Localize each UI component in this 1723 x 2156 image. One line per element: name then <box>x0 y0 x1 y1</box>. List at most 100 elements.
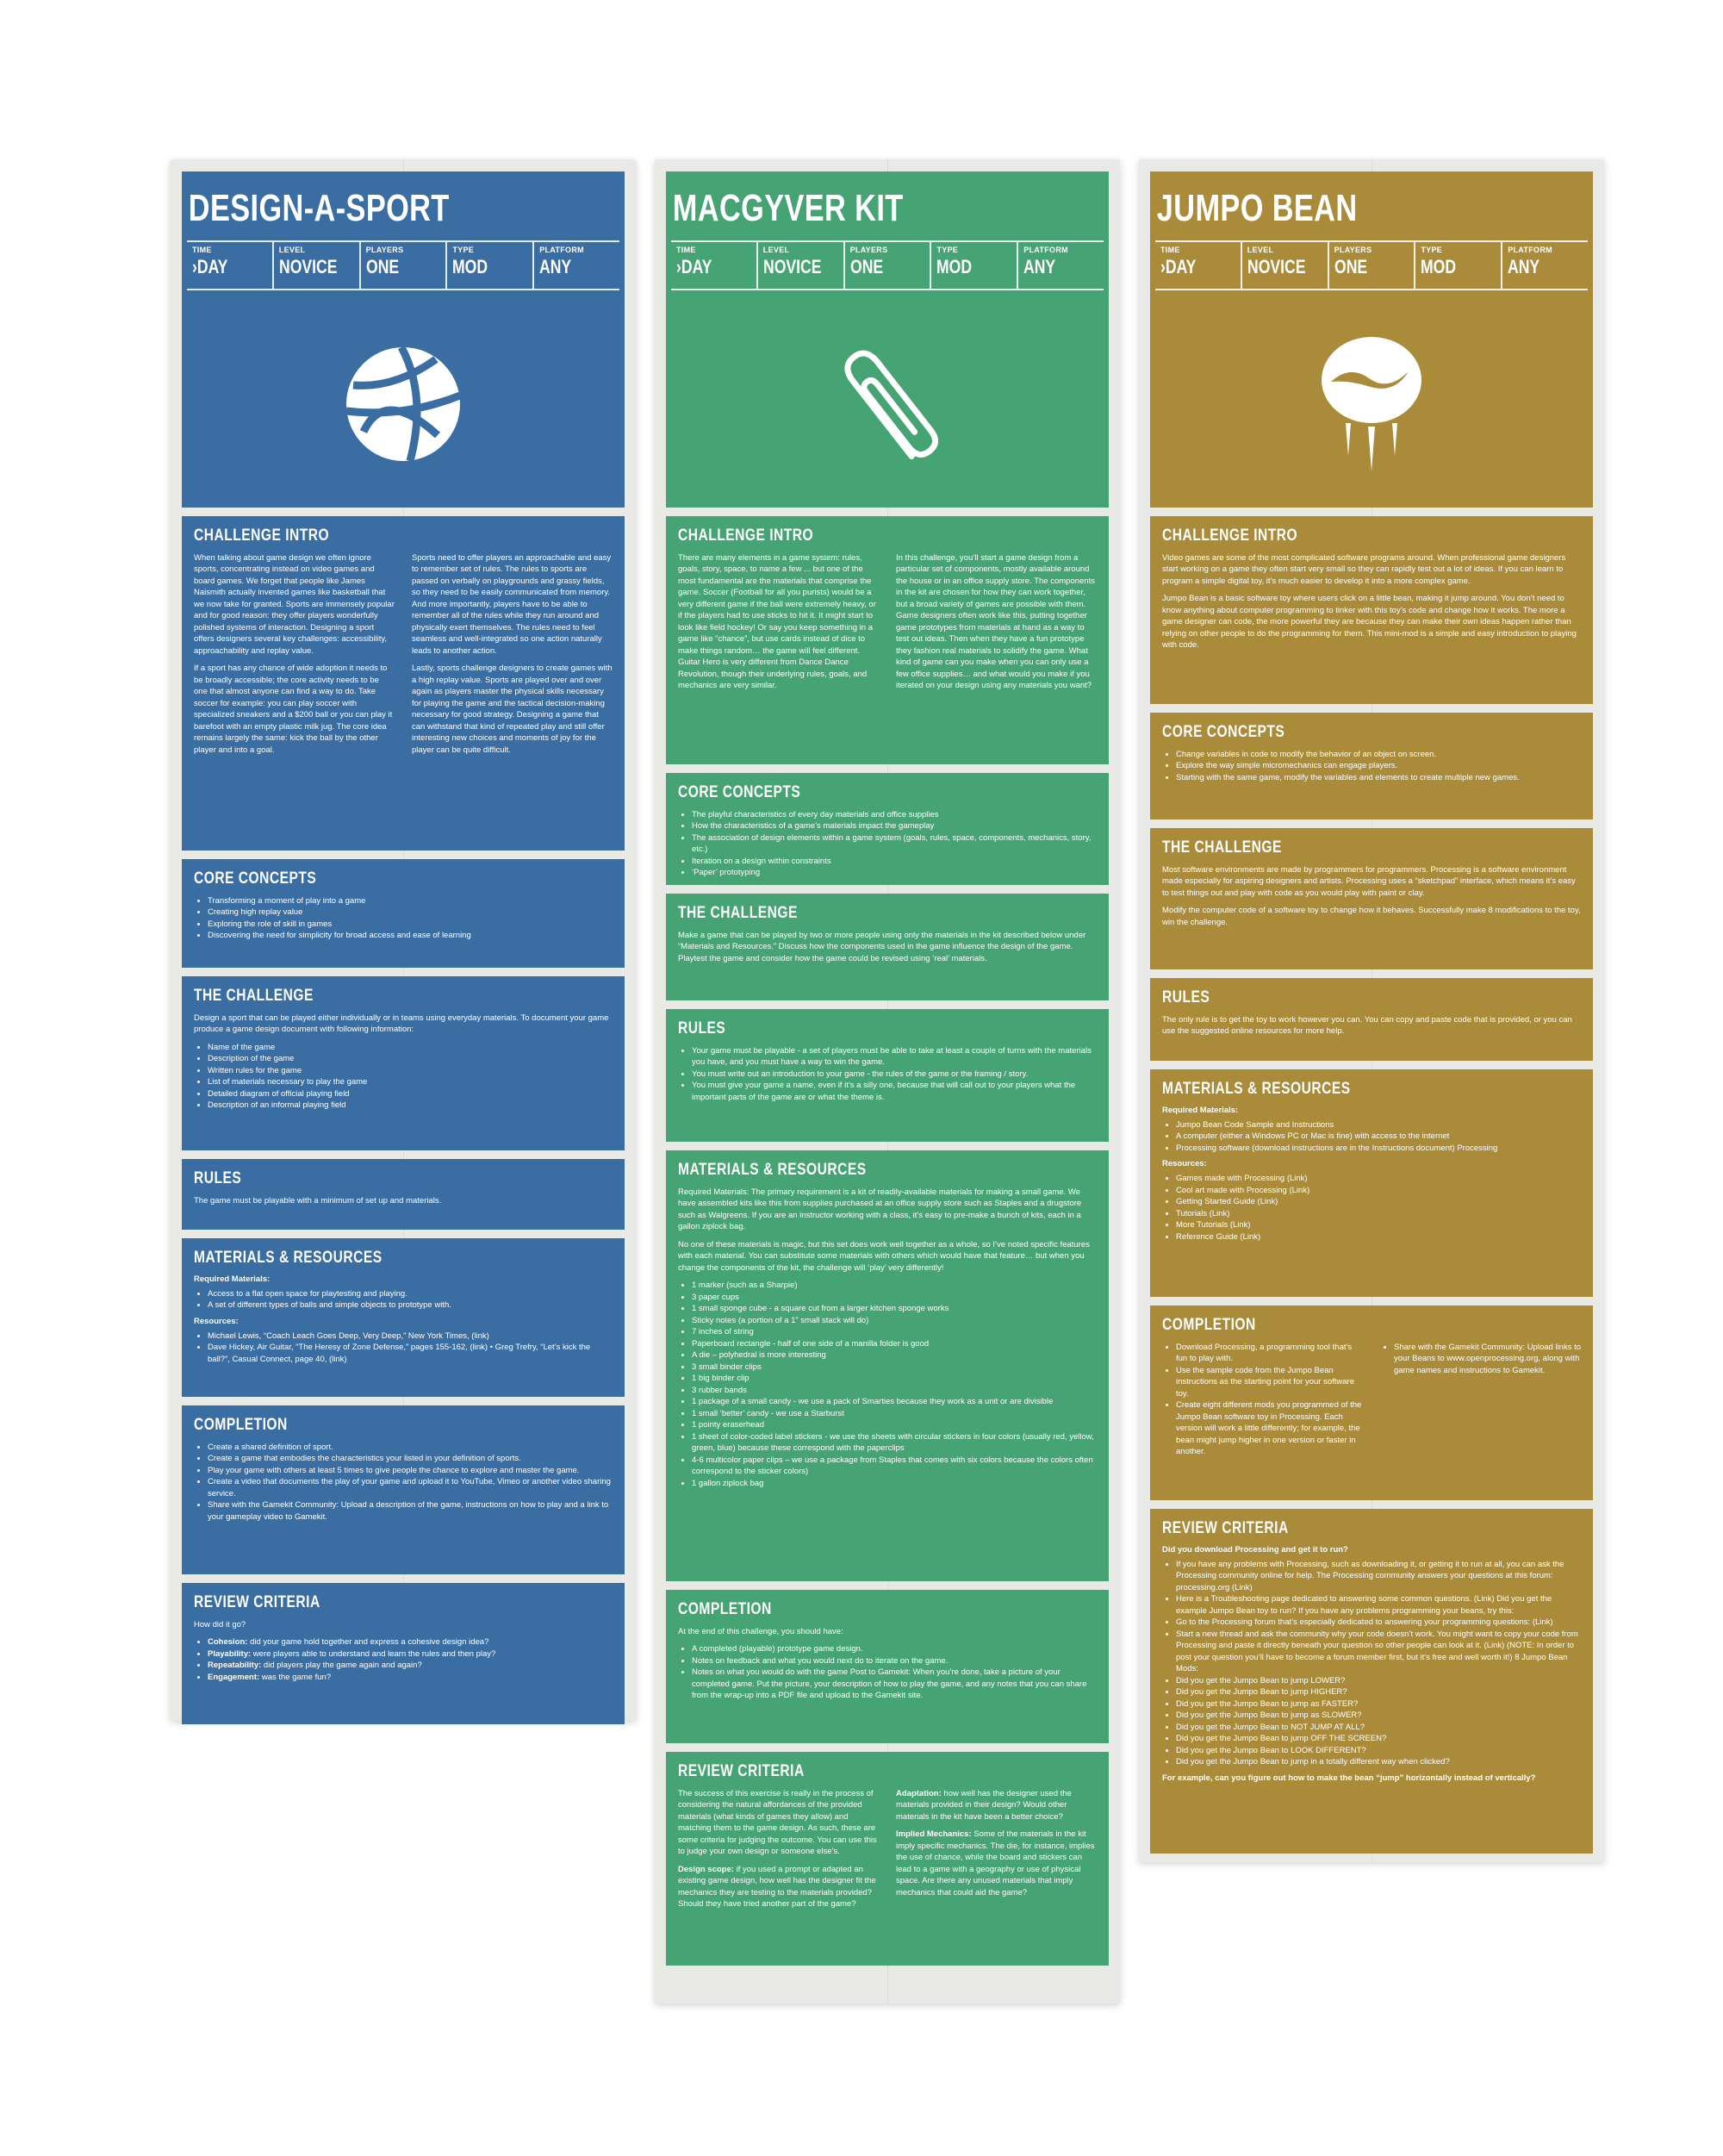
list-item: Discovering the need for simplicity for … <box>208 930 613 941</box>
meta-value: ONE <box>1334 256 1367 277</box>
completion-text: At the end of this challenge, you should… <box>678 1627 843 1636</box>
list-item: Explore the way simple micromechanics ca… <box>1176 760 1581 771</box>
list-item: Notes on feedback and what you would nex… <box>692 1655 1097 1667</box>
poster-header: JUMPO BEAN TIME ›DAY LEVEL NOVICE PLAYERS O… <box>1150 171 1593 508</box>
list-item: 1 small sponge cube - a square cut from … <box>692 1303 1097 1314</box>
list-item: 1 sheet of color-coded label stickers - … <box>692 1431 1097 1455</box>
list-item: 3 small binder clips <box>692 1362 1097 1373</box>
list-item: The association of design elements withi… <box>692 832 1097 856</box>
list-item: 1 pointy eraserhead <box>692 1419 1097 1430</box>
list-item: You must write out an introduction to yo… <box>692 1069 1097 1080</box>
list-item: Create a video that documents the play o… <box>208 1476 613 1499</box>
section-title: RULES <box>678 1019 726 1037</box>
meta-value: NOVICE <box>278 256 338 277</box>
section-title: REVIEW CRITERIA <box>678 1762 805 1780</box>
meta-value: ›DAY <box>676 256 712 277</box>
list-item: Dave Hickey, Air Guitar, “The Heresy of … <box>208 1342 613 1365</box>
list-item: Written rules for the game <box>208 1065 613 1076</box>
poster-title: DESIGN-A-SPORT <box>188 187 450 229</box>
list-item: Playability: were players able to unders… <box>208 1648 613 1660</box>
meta-value: NOVICE <box>1247 256 1306 277</box>
list-item: The playful characteristics of every day… <box>692 809 1097 820</box>
list-item: Access to a flat open space for playtest… <box>208 1288 613 1299</box>
intro-paragraph: If a sport has any chance of wide adopti… <box>194 664 393 755</box>
list-item: Jumpo Bean Code Sample and Instructions <box>1176 1119 1581 1131</box>
section-title: COMPLETION <box>1162 1316 1256 1334</box>
list-item: 1 marker (such as a Sharpie) <box>692 1280 1097 1291</box>
list-item: Tutorials (Link) <box>1176 1208 1581 1219</box>
poster-header: MACGYVER KIT TIME ›DAY LEVEL NOVICE PLAYER… <box>666 171 1109 508</box>
resources-label: Resources: <box>194 1316 239 1326</box>
intro-paragraph: When talking about game design we often … <box>194 553 395 656</box>
section-title: RULES <box>1162 988 1210 1006</box>
list-item: Play your game with others at least 5 ti… <box>208 1465 613 1476</box>
list-item: Paperboard rectangle - half of one side … <box>692 1338 1097 1349</box>
meta-label: PLAYERS <box>365 246 404 254</box>
meta-label: TYPE <box>936 246 959 254</box>
list-item: List of materials necessary to play the … <box>208 1076 613 1087</box>
section-title: RULES <box>194 1169 242 1187</box>
section-completion: COMPLETION At the end of this challenge,… <box>666 1590 1109 1743</box>
intro-paragraph: Video games are some of the most complic… <box>1162 553 1566 586</box>
section-title: CORE CONCEPTS <box>1162 723 1285 741</box>
list-item: Description of an informal playing field <box>208 1100 613 1111</box>
meta-value: ONE <box>365 256 399 277</box>
section-core-concepts: CORE CONCEPTS Change variables in code t… <box>1150 713 1593 819</box>
list-item: 7 inches of string <box>692 1326 1097 1337</box>
meta-label: TYPE <box>1421 246 1443 254</box>
meta-value: MOD <box>452 256 488 277</box>
poster-jumpo-bean: JUMPO BEAN TIME ›DAY LEVEL NOVICE PLAYERS O… <box>1139 159 1604 1862</box>
section-challenge-intro: CHALLENGE INTRO When talking about game … <box>182 516 625 851</box>
list-item: Share with the Gamekit Community: Upload… <box>1394 1342 1581 1376</box>
section-completion: COMPLETION Create a shared definition of… <box>182 1405 625 1574</box>
list-item: How the characteristics of a game’s mate… <box>692 820 1097 832</box>
challenge-text: Most software environments are made by p… <box>1162 865 1576 898</box>
list-item: Iteration on a design within constraints <box>692 856 1097 867</box>
meta-label: TYPE <box>452 246 475 254</box>
section-review-criteria: REVIEW CRITERIA Did you download Process… <box>1150 1509 1593 1854</box>
list-item: Change variables in code to modify the b… <box>1176 749 1581 760</box>
list-item: Repeatability: did players play the game… <box>208 1660 613 1671</box>
section-title: THE CHALLENGE <box>678 904 798 922</box>
section-title: CHALLENGE INTRO <box>1162 527 1298 545</box>
section-title: CHALLENGE INTRO <box>678 527 814 545</box>
list-item: Cohesion: did your game hold together an… <box>208 1636 613 1648</box>
list-item: Getting Started Guide (Link) <box>1176 1196 1581 1207</box>
section-core-concepts: CORE CONCEPTS Transforming a moment of p… <box>182 859 625 968</box>
meta-label: PLAYERS <box>849 246 888 254</box>
section-title: MATERIALS & RESOURCES <box>194 1249 383 1267</box>
section-title: COMPLETION <box>194 1416 288 1434</box>
section-review-criteria: REVIEW CRITERIA The success of this exer… <box>666 1752 1109 1966</box>
list-item: Create eight different mods you programm… <box>1176 1399 1363 1457</box>
section-review-criteria: REVIEW CRITERIA How did it go? Cohesion:… <box>182 1583 625 1724</box>
list-item: Cool art made with Processing (Link) <box>1176 1185 1581 1196</box>
intro-paragraph: There are many elements in a game system… <box>678 553 876 691</box>
list-item: Sticky notes (a portion of a 1” small st… <box>692 1315 1097 1326</box>
list-item: Your game must be playable - a set of pl… <box>692 1045 1097 1069</box>
meta-value: NOVICE <box>762 256 822 277</box>
section-title: REVIEW CRITERIA <box>194 1593 320 1611</box>
review-paragraph: Design scope: if you used a prompt or ad… <box>678 1864 876 1910</box>
poster-macgyver-kit: MACGYVER KIT TIME ›DAY LEVEL NOVICE PLAYER… <box>655 159 1120 2003</box>
meta-value: ›DAY <box>192 256 228 277</box>
list-item: Create a shared definition of sport. <box>208 1442 613 1453</box>
list-item: Notes on what you would do with the game… <box>692 1667 1097 1701</box>
list-item: Create a game that embodies the characte… <box>208 1453 613 1464</box>
challenge-text: Modify the computer code of a software t… <box>1162 906 1581 927</box>
review-intro: How did it go? <box>194 1620 246 1629</box>
meta-label: LEVEL <box>278 246 306 254</box>
list-item: Share with the Gamekit Community: Upload… <box>208 1499 613 1523</box>
list-item: Engagement: was the game fun? <box>208 1672 613 1683</box>
meta-label: PLATFORM <box>1023 246 1068 254</box>
list-item: A completed (playable) prototype game de… <box>692 1643 1097 1654</box>
list-item: A computer (either a Windows PC or Mac i… <box>1176 1131 1581 1142</box>
list-item: 1 big binder clip <box>692 1373 1097 1384</box>
meta-table: TIME ›DAY LEVEL NOVICE PLAYERS ONE TYPE MOD … <box>187 240 619 290</box>
review-paragraph: Implied Mechanics: Some of the materials… <box>896 1829 1095 1897</box>
list-item: Games made with Processing (Link) <box>1176 1173 1581 1184</box>
list-item: Processing software (download instructio… <box>1176 1143 1581 1154</box>
required-label: Required Materials: <box>1162 1106 1239 1115</box>
basketball-icon <box>345 345 462 463</box>
meta-value: MOD <box>1421 256 1457 277</box>
intro-paragraph: Jumpo Bean is a basic software toy where… <box>1162 594 1577 651</box>
